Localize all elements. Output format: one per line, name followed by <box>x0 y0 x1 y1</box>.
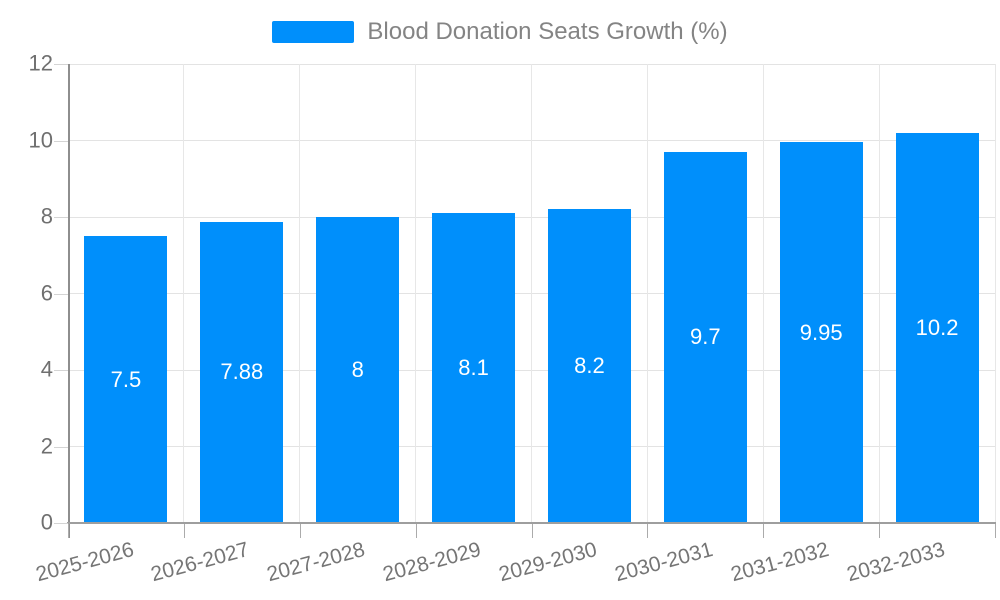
bar-value-label: 7.5 <box>110 366 142 392</box>
y-axis-tick <box>54 446 68 448</box>
x-axis-tick <box>647 524 649 538</box>
bar-2027-2028[interactable]: 8 <box>316 217 400 523</box>
x-axis-tick <box>995 524 996 538</box>
bar-value-label: 9.95 <box>799 319 843 345</box>
v-gridline <box>994 64 996 523</box>
v-gridline <box>415 64 417 523</box>
bar-2031-2032[interactable]: 9.95 <box>779 142 863 523</box>
y-axis-tick <box>54 64 68 65</box>
bar-value-label: 8.1 <box>458 355 489 381</box>
legend-item[interactable]: Blood Donation Seats Growth (%) <box>0 20 1000 44</box>
x-tick-label: 2031-2032 <box>728 538 832 587</box>
y-tick-label: 4 <box>40 356 53 382</box>
v-gridline <box>183 64 185 523</box>
bar-value-label: 8 <box>351 357 364 382</box>
y-axis-tick <box>54 217 68 218</box>
x-tick-label: 2026-2027 <box>148 538 252 587</box>
y-tick-label: 10 <box>28 126 53 152</box>
x-axis-tick <box>299 524 301 538</box>
y-tick-label: 0 <box>40 509 53 535</box>
x-tick-label: 2029-2030 <box>496 538 600 587</box>
x-axis-tick <box>531 524 533 538</box>
x-axis-tick <box>879 524 881 538</box>
bar-value-label: 7.88 <box>220 359 264 385</box>
y-tick-label: 2 <box>40 432 53 458</box>
x-axis-tick <box>415 524 417 538</box>
x-tick-label: 2025-2026 <box>32 538 136 587</box>
x-axis-line <box>67 522 996 524</box>
x-tick-label: 2030-2031 <box>612 538 716 587</box>
y-tick-label: 12 <box>28 50 53 76</box>
x-tick-label: 2027-2028 <box>264 538 368 587</box>
y-axis-tick <box>54 523 68 524</box>
legend-marker <box>272 21 355 43</box>
bar-value-label: 10.2 <box>915 314 959 340</box>
bar-2032-2033[interactable]: 10.2 <box>895 132 979 523</box>
y-tick-label: 6 <box>40 279 53 305</box>
x-axis-tick <box>183 524 185 538</box>
x-axis-tick <box>763 524 765 538</box>
bar-value-label: 9.7 <box>690 324 721 350</box>
y-axis-tick <box>54 293 68 295</box>
y-axis-tick <box>54 140 68 142</box>
v-gridline <box>878 64 880 523</box>
plot-area: 7.5 7.88 8 8.1 8.2 9.7 9.95 10.2 <box>68 63 996 523</box>
v-gridline <box>299 64 301 523</box>
bar-2025-2026[interactable]: 7.5 <box>84 236 168 523</box>
legend-label: Blood Donation Seats Growth (%) <box>367 18 728 45</box>
bar-2028-2029[interactable]: 8.1 <box>432 213 516 523</box>
bar-2029-2030[interactable]: 8.2 <box>547 209 631 523</box>
v-gridline <box>646 64 648 523</box>
v-gridline <box>531 64 532 523</box>
v-gridline <box>762 64 764 523</box>
x-tick-label: 2028-2029 <box>380 538 484 587</box>
x-axis-tick <box>68 524 69 538</box>
bar-2030-2031[interactable]: 9.7 <box>663 151 747 523</box>
x-tick-label: 2032-2033 <box>844 538 948 587</box>
y-tick-label: 8 <box>40 203 53 229</box>
y-axis-line <box>68 64 70 538</box>
bar-value-label: 8.2 <box>574 353 605 379</box>
y-axis-tick <box>54 370 68 371</box>
bar-2026-2027[interactable]: 7.88 <box>200 221 284 523</box>
